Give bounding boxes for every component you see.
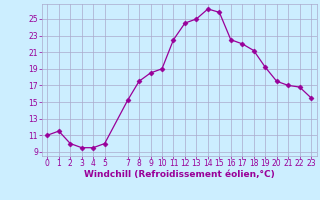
X-axis label: Windchill (Refroidissement éolien,°C): Windchill (Refroidissement éolien,°C): [84, 170, 275, 179]
